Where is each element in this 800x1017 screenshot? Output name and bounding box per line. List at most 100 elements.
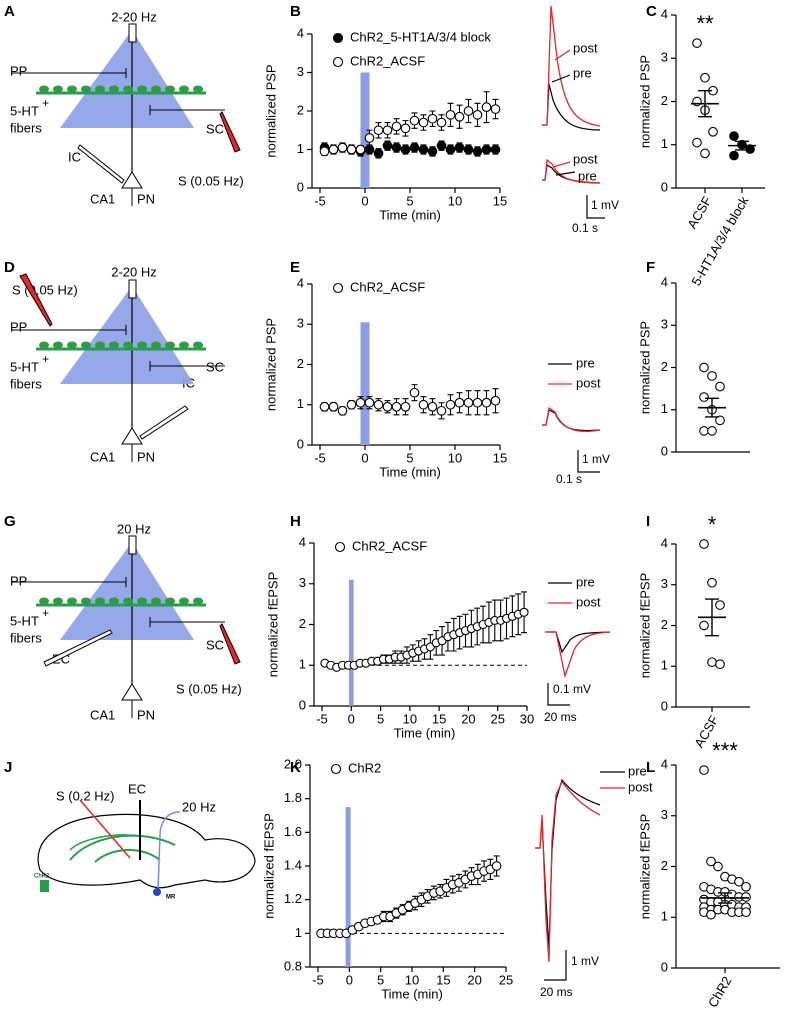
rec-pipette [77,144,125,184]
label: fibers [10,120,42,135]
label: 2-20 Hz [111,9,157,24]
trace-pre [535,778,601,949]
panel-letter: C [646,3,657,20]
y-tick-label: 3 [299,575,306,590]
label: fibers [10,376,42,391]
schematic-j: J S (0.2 Hz) EC 20 Hz MR ChR2 [4,759,256,901]
trace-pre [542,409,601,432]
varicosity [53,597,63,605]
varicosity [67,597,77,605]
light-stimulus [360,72,370,188]
y-tick-label: 1 [661,909,668,924]
pointer [551,74,571,83]
varicosity [67,85,77,93]
data-point [382,125,393,136]
y-tick-label: 0 [661,959,668,974]
legend-label: ChR2_5-HT1A/3/4 block [350,29,491,44]
data-point [391,401,402,412]
legend-marker [330,763,342,775]
pathway [69,834,141,851]
scale-bar [547,683,570,706]
label: PP [10,319,27,334]
y-tick-label: 0.8 [284,958,302,973]
label: S (0.05 Hz) [176,681,242,696]
y-tick-label: 1 [661,658,668,673]
label: SC [206,121,224,136]
y-tick-label: 2 [297,356,304,371]
data-point [708,126,718,137]
data-point [692,137,702,148]
data-point [463,144,474,155]
data-point [319,146,330,157]
data-point [382,401,393,412]
label: fibers [10,630,42,645]
data-point [364,133,375,143]
trace-label: pre [628,763,647,778]
panel-letter: A [4,3,15,20]
y-tick-label: 1 [297,141,304,156]
label: CA1 [90,449,115,464]
y-axis-label: normalized fEPSP [265,572,280,678]
data-point [382,140,393,151]
panel-letter: L [646,759,655,776]
label: S (0.2 Hz) [56,788,115,803]
trace-label: post [573,151,598,166]
data-point [707,426,717,436]
scale-label: 20 ms [540,985,573,999]
legend-marker [334,541,346,553]
data-point [391,142,402,153]
light-stimulus [360,322,370,445]
x-tick-label: 20 [461,711,475,726]
x-axis-label: Time (min) [379,207,441,222]
x-tick-label: -5 [314,193,326,208]
data-point [713,861,723,872]
mr-spot [153,888,161,896]
y-tick-label: 0 [661,179,668,194]
channel-icon [40,880,49,892]
x-tick-label: 15 [432,711,446,726]
slice-drawing [12,273,225,462]
varicosity [67,341,77,349]
x-tick-label: 5 [406,450,413,465]
label: S (0.05 Hz) [12,282,78,297]
y-tick-label: 4 [661,756,668,771]
y-tick-label: 2 [661,93,668,108]
soma [121,171,143,189]
varicosity [179,597,189,605]
x-tick-label: 15 [493,450,507,465]
data-point [427,401,438,412]
schematic-a: A 2-20 Hz PP 5-HT + fibers SC IC S (0.05… [4,3,244,206]
legend-label: ChR2_ACSF [352,538,427,553]
data-point [445,399,456,410]
trace-label: pre [573,65,592,80]
trace-pre [545,631,611,654]
dendrite-field [60,286,194,384]
data-point [454,111,465,122]
y-tick-label: 1 [299,657,306,672]
light-stimulus [348,579,354,706]
fiber-optic [157,811,181,891]
varicosity [151,341,161,349]
label: 20 Hz [117,521,151,536]
scale-label: 0.1 s [556,472,582,486]
varicosity [123,85,133,93]
data-point [715,659,725,670]
panel-2: E 0 1 2 3 4 normalized PSP -5 0 5 10 15 Time (min) Ch… [263,259,507,479]
varicosity [39,597,49,605]
varicosity [81,597,91,605]
data-point [454,397,465,408]
label: EC [128,781,146,796]
legend-label: ChR2_ACSF [350,279,425,294]
sem-bar [735,140,749,151]
panel-3: F 0 1 2 3 4 normalized PSP [637,259,750,458]
data-point [741,892,751,902]
y-tick-label: 0 [297,179,304,194]
label: 2-20 Hz [111,264,157,279]
slice-drawing [12,23,241,206]
data-point [729,131,739,141]
slice-drawing [12,535,241,718]
scale-label: 1 mV [582,452,610,466]
data-point [472,397,483,408]
data-point [745,144,755,154]
data-point [699,362,709,373]
